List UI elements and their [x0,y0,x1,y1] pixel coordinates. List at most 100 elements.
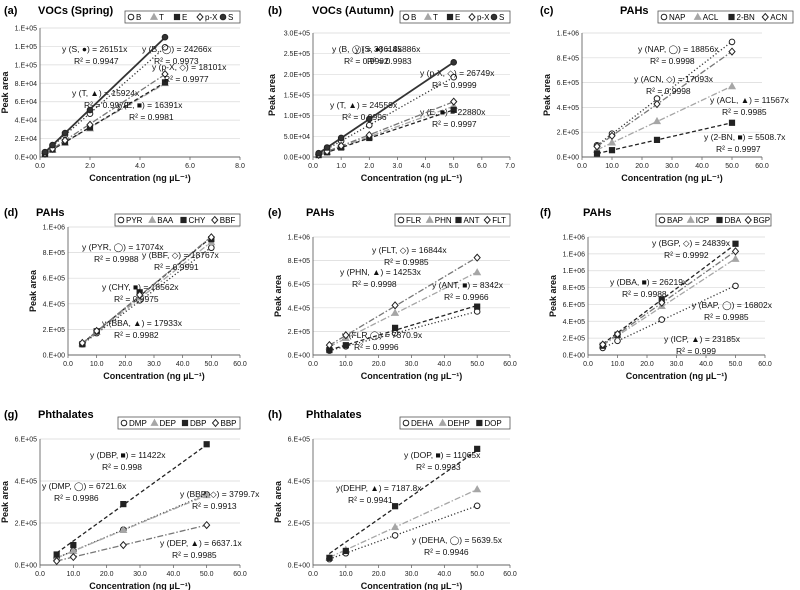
legend-label-dehp: DEHP [448,419,470,428]
legend-box [117,416,241,430]
y-tick-label: 2.E+04 [15,136,37,143]
y-tick-label: 5.0E+04 [284,134,310,141]
r-squared: R² = 0.9913 [192,501,237,511]
data-point [202,490,211,499]
trendline [596,85,733,151]
legend-box [657,10,794,24]
legend-marker-b [402,13,410,21]
panel-label: (f) [540,207,551,219]
y-tick-label: 4.E+05 [43,301,65,308]
data-point [41,148,49,156]
x-tick-label: 0.0 [35,571,45,578]
legend-marker-2-bn [728,13,735,21]
legend-label-dba: DBA [725,216,742,225]
data-point [325,340,334,350]
trendline [596,41,733,146]
legend-label-e: E [455,13,460,22]
data-point [69,552,78,562]
legend-marker-nap [660,13,668,21]
fit-equation: y (E, ■) = 16391x [117,100,183,110]
panel-label: (d) [4,207,18,219]
x-axis-label: Concentration (ng µL⁻¹) [361,173,462,183]
legend-label-flt: FLT [492,216,506,225]
data-point [391,324,399,331]
legend-marker-dop [476,419,483,427]
y-tick-label: 0.E+00 [563,353,585,360]
y-tick-label: 2.E+05 [288,329,310,336]
x-tick-label: 50.0 [205,361,219,368]
trendline [81,236,212,344]
fit-equation: y (BAP, ◯) = 16802x [692,300,773,311]
legend-marker-bbf [211,215,219,225]
data-point [391,503,399,510]
r-squared: R² = 0.9933 [416,462,461,472]
data-point [161,33,169,41]
r-squared: R² = 0.9998 [650,56,695,66]
trendline [318,109,454,156]
y-tick-label: 1.5E+05 [284,93,310,100]
x-tick-label: 10.0 [339,361,353,368]
y-tick-label: 8.E+05 [563,285,585,292]
data-point [473,268,482,276]
y-tick-label: 1.E+06 [563,268,585,275]
data-point [49,141,56,149]
r-squared: R² = 0.998 [102,462,142,472]
fit-equation: y (NAP, ◯) = 18856x [638,44,719,55]
y-axis-label: Peak area [0,480,10,523]
x-tick-label: 40.0 [699,361,713,368]
r-squared: R² = 0.9991 [154,262,199,272]
x-tick-label: 10.0 [611,361,625,368]
data-point [474,303,481,310]
legend-label-bbp: BBP [221,419,237,428]
data-point [608,131,616,140]
fit-equation: y (DEP, ▲) = 6637.1x [160,538,242,548]
panel-f: 0.E+00 2.E+05 4.E+05 6.E+05 8.E+05 1.E+06 1.E+… [540,207,773,381]
y-tick-label: 0.E+00 [288,563,310,570]
legend-marker-dba [716,216,723,224]
data-point [119,525,128,534]
fit-equation: y (BBA, ▲) = 17933x [102,318,183,328]
trendline [56,444,208,554]
fit-equation: y (FLT, ◇) = 16844x [372,245,447,255]
data-point [728,119,736,126]
y-tick-label: 1.E+05 [15,26,37,33]
fit-equation: y (DBA, ■) = 26219x [610,277,688,287]
x-tick-label: 30.0 [670,361,684,368]
trendline [318,76,455,155]
y-tick-label: 0.E+00 [43,353,65,360]
legend-label-dep: DEP [160,419,176,428]
legend-label-s: S [228,13,233,22]
x-tick-label: 20.0 [372,571,386,578]
data-point [613,329,622,339]
legend-marker-t [423,12,433,20]
legend-box [394,213,511,227]
data-point [365,130,373,140]
y-tick-label: 8.E+04 [15,81,37,88]
panel-label: (c) [540,5,554,17]
data-point [92,326,101,336]
y-tick-label: 0.E+00 [15,155,37,162]
plot-area [40,28,240,157]
series-2-bn: y (2-BN, ■) = 5508.7x R² = 0.9997 [593,119,786,157]
x-axis-label: Concentration (ng µL⁻¹) [626,371,727,381]
legend-marker-dehp [438,418,447,426]
fit-equation: y (FLR,◯) = 7370.9x [342,330,423,341]
x-tick-label: 60.0 [755,163,769,170]
data-point [731,254,740,262]
x-tick-label: 6.0 [477,163,487,170]
panel-title: VOCs (Autumn) [312,5,394,17]
legend-marker-chy [180,216,187,224]
data-point [450,73,458,81]
x-tick-label: 0.0 [308,163,318,170]
data-point [652,116,662,125]
y-tick-label: 2.E+05 [43,327,65,334]
r-squared: R² = 0.9985 [722,107,767,117]
y-tick-label: 2.E+05 [15,521,37,528]
y-axis-label: Peak area [542,73,552,116]
fit-equation: y (T, ▲) = 24559x [330,100,398,110]
x-axis-label: Concentration (ng µL⁻¹) [103,371,204,381]
fit-equation: y (2-BN, ■) = 5508.7x [704,132,786,142]
fit-equation: y (CHY, ■) = 18562x [102,282,179,292]
